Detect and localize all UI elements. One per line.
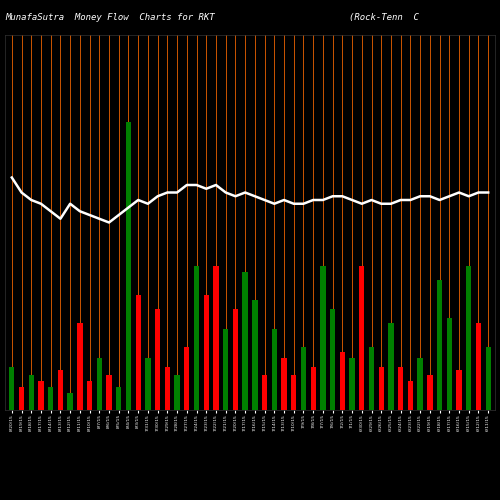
- Bar: [456, 370, 462, 410]
- Bar: [408, 381, 413, 410]
- Bar: [58, 370, 63, 410]
- Bar: [106, 376, 112, 410]
- Bar: [330, 309, 336, 410]
- Bar: [223, 329, 228, 410]
- Bar: [427, 376, 432, 410]
- Bar: [174, 376, 180, 410]
- Bar: [252, 300, 258, 410]
- Bar: [155, 309, 160, 410]
- Bar: [232, 309, 238, 410]
- Bar: [184, 346, 190, 410]
- Bar: [48, 387, 54, 410]
- Bar: [164, 366, 170, 410]
- Bar: [9, 366, 15, 410]
- Bar: [359, 266, 364, 410]
- Bar: [378, 366, 384, 410]
- Bar: [350, 358, 355, 410]
- Bar: [38, 381, 44, 410]
- Bar: [77, 324, 82, 410]
- Bar: [437, 280, 442, 410]
- Bar: [272, 329, 277, 410]
- Bar: [145, 358, 150, 410]
- Bar: [320, 266, 326, 410]
- Bar: [446, 318, 452, 410]
- Bar: [68, 392, 73, 410]
- Bar: [291, 376, 296, 410]
- Bar: [282, 358, 286, 410]
- Bar: [418, 358, 423, 410]
- Bar: [136, 294, 141, 410]
- Bar: [194, 266, 199, 410]
- Bar: [87, 381, 92, 410]
- Bar: [369, 346, 374, 410]
- Bar: [116, 387, 121, 410]
- Bar: [96, 358, 102, 410]
- Text: MunafaSutra  Money Flow  Charts for RKT                         (Rock-Tenn  C   : MunafaSutra Money Flow Charts for RKT (R…: [5, 12, 500, 22]
- Bar: [262, 376, 268, 410]
- Bar: [204, 294, 209, 410]
- Bar: [301, 346, 306, 410]
- Bar: [388, 324, 394, 410]
- Bar: [310, 366, 316, 410]
- Bar: [486, 346, 491, 410]
- Bar: [242, 272, 248, 410]
- Bar: [466, 266, 471, 410]
- Bar: [19, 387, 24, 410]
- Bar: [214, 266, 218, 410]
- Bar: [340, 352, 345, 410]
- Bar: [28, 376, 34, 410]
- Bar: [476, 324, 481, 410]
- Bar: [126, 122, 131, 410]
- Bar: [398, 366, 404, 410]
